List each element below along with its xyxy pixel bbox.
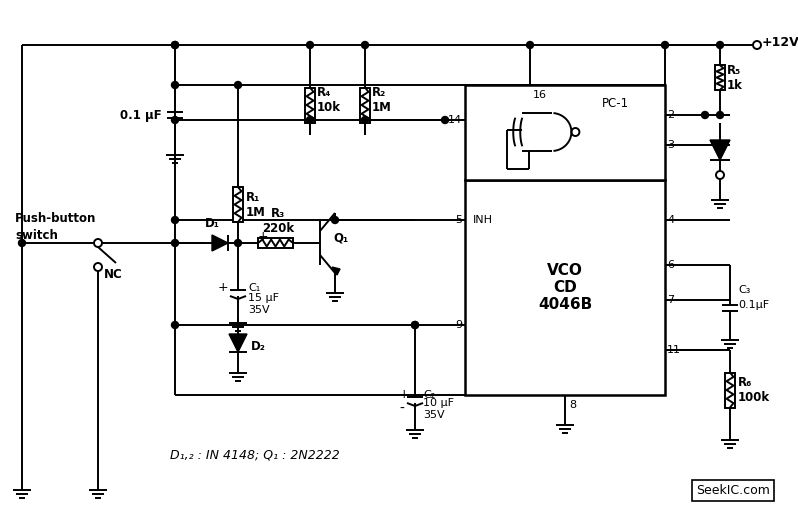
Text: NC: NC [104,268,123,282]
Bar [715,65,725,90]
Text: 0.1 μF: 0.1 μF [120,109,162,122]
Text: -: - [399,402,404,416]
Text: SeekIC.com: SeekIC.com [696,484,770,497]
Circle shape [172,42,179,48]
Circle shape [18,239,26,247]
Circle shape [717,112,724,118]
Text: PC-1: PC-1 [602,97,629,110]
Text: Push-button
switch: Push-button switch [15,212,97,242]
Bar [465,180,665,395]
Polygon shape [710,140,730,160]
Text: R₃
220k: R₃ 220k [262,207,294,235]
Text: R₂
1M: R₂ 1M [372,86,392,114]
Text: 10 μF
35V: 10 μF 35V [423,398,454,420]
Text: R₅
1k: R₅ 1k [727,64,743,92]
Text: 4: 4 [667,215,674,225]
Text: 3: 3 [667,140,674,150]
Circle shape [235,81,242,89]
Circle shape [527,42,534,48]
Text: 8: 8 [569,400,576,410]
Text: Q₁: Q₁ [333,232,348,245]
Circle shape [701,112,709,118]
Text: 16: 16 [533,90,547,100]
Circle shape [306,116,314,124]
Text: D₁,₂ : IN 4148; Q₁ : 2N2222: D₁,₂ : IN 4148; Q₁ : 2N2222 [170,449,340,461]
Polygon shape [229,334,247,352]
Text: 7: 7 [667,295,674,305]
Text: VCO
CD
4046B: VCO CD 4046B [538,263,592,313]
Circle shape [172,42,179,48]
Text: +: + [218,281,228,294]
Text: 5: 5 [455,215,462,225]
Text: C₂: C₂ [423,390,435,400]
Circle shape [662,42,669,48]
Text: R₄
10k: R₄ 10k [317,86,341,114]
Circle shape [172,321,179,329]
Bar [725,372,735,407]
Polygon shape [212,235,228,251]
Circle shape [331,216,338,224]
Bar [465,85,665,180]
Circle shape [412,321,418,329]
Polygon shape [332,267,340,275]
Bar [360,88,370,123]
Text: 6: 6 [667,260,674,270]
Text: C₁: C₁ [248,283,260,293]
Text: D₁: D₁ [204,217,219,230]
Text: 9: 9 [455,320,462,330]
Text: R₁
1M: R₁ 1M [246,191,266,219]
Text: 0.1μF: 0.1μF [738,300,769,310]
Text: 2: 2 [667,110,674,120]
Circle shape [717,42,724,48]
Circle shape [306,42,314,48]
Text: +: + [399,388,409,401]
Text: C₃: C₃ [738,285,750,295]
Text: D₂: D₂ [251,339,266,352]
Bar [305,88,315,123]
Text: 14: 14 [448,115,462,125]
Text: +: + [258,230,269,243]
Circle shape [441,116,448,124]
Circle shape [172,116,179,124]
Circle shape [361,42,369,48]
Circle shape [235,239,242,247]
Text: INH: INH [473,215,493,225]
Text: 15 μF
35V: 15 μF 35V [248,293,279,315]
Circle shape [172,239,179,247]
Text: +12V: +12V [762,37,798,49]
Circle shape [172,216,179,224]
Text: 11: 11 [667,345,681,355]
Bar [258,238,293,248]
Circle shape [172,81,179,89]
Bar [233,187,243,222]
Text: R₆
100k: R₆ 100k [738,376,770,404]
Circle shape [412,321,418,329]
Circle shape [361,116,369,124]
